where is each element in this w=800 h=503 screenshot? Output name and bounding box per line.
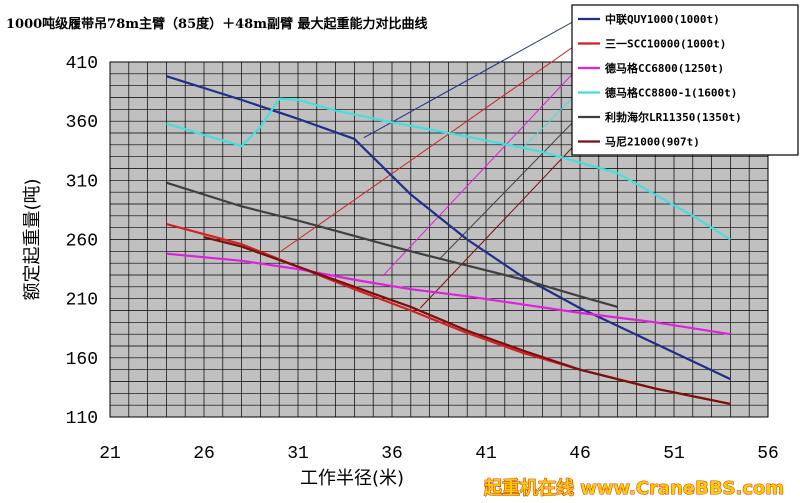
legend-label: 中联QUY1000(1000t) — [605, 12, 720, 26]
legend: 中联QUY1000(1000t) 三一SCC10000(1000t) 德马格CC68… — [571, 4, 799, 156]
chart-title: 1000吨级履带吊78m主臂（85度）＋48m副臂 最大起重能力对比曲线 — [6, 16, 428, 32]
x-tick-label: 26 — [193, 444, 215, 464]
y-tick-label: 160 — [66, 350, 98, 370]
legend-label: 德马格CC6800(1250t) — [604, 61, 724, 75]
legend-leader-line — [363, 18, 579, 139]
x-tick-label: 36 — [381, 444, 403, 464]
x-tick-label: 46 — [569, 444, 591, 464]
series-line-5 — [166, 181, 618, 309]
series-line-3 — [166, 252, 731, 336]
series-lines — [166, 75, 731, 406]
legend-label: 三一SCC10000(1000t) — [605, 38, 726, 51]
legend-label: 德马格CC8800-1(1600t) — [604, 86, 737, 100]
y-tick-label: 360 — [66, 113, 98, 133]
x-axis-label: 工作半径(米) — [300, 468, 404, 489]
legend-leader-line — [382, 67, 579, 277]
series-line-4 — [166, 97, 731, 241]
y-tick-label: 260 — [66, 232, 98, 252]
legend-label: 利勃海尔LR11350(1350t) — [605, 110, 742, 124]
x-tick-label: 21 — [99, 444, 121, 464]
legend-leader-line — [278, 43, 579, 253]
y-tick-label: 110 — [66, 409, 98, 429]
y-tick-label: 210 — [66, 291, 98, 311]
series-line-1 — [166, 75, 731, 381]
legend-leader-line — [523, 92, 579, 148]
watermark: 起重机在线 www.CraneBBS.com — [483, 477, 784, 499]
y-tick-label: 310 — [66, 172, 98, 192]
x-tick-labels: 21 26 31 36 41 46 51 56 — [99, 444, 779, 464]
series-line-6 — [203, 236, 731, 406]
x-tick-label: 51 — [663, 444, 685, 464]
x-tick-label: 56 — [757, 444, 779, 464]
y-axis-label: 额定起重量(吨) — [22, 178, 43, 300]
y-tick-label: 410 — [66, 54, 98, 74]
legend-leader-lines — [278, 18, 579, 309]
x-tick-label: 31 — [287, 444, 309, 464]
legend-leader-line — [419, 141, 579, 309]
x-tick-label: 41 — [475, 444, 497, 464]
legend-label: 马尼21000(907t) — [605, 136, 700, 149]
legend-box — [571, 4, 799, 156]
y-tick-labels: 110 160 210 260 310 360 410 — [66, 54, 98, 429]
